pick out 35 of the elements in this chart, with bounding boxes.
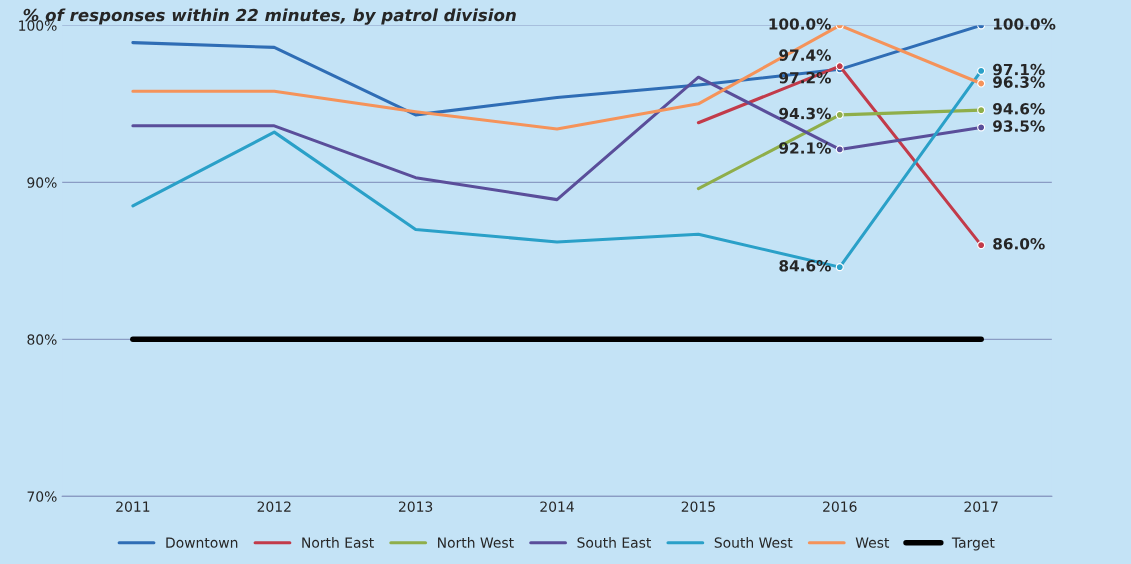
y-tick-label: 70% [27,491,57,502]
x-tick-label: 2011 [116,501,150,512]
x-tick-label: 2016 [823,501,857,512]
legend-label: South East [577,537,651,548]
legend-label: South West [714,537,793,548]
point [977,241,986,250]
legend-label: North West [438,537,514,548]
data-label: 100.0% [993,18,1056,30]
data-label: 84.6% [779,260,831,272]
point [977,66,986,75]
y-tick-label: 90% [27,177,57,188]
x-tick-label: 2014 [540,501,574,512]
data-label: 86.0% [993,238,1045,250]
data-label: 94.3% [779,107,831,120]
point [977,106,986,115]
x-tick-label: 2015 [681,501,715,512]
data-label: 96.3% [993,76,1045,88]
y-tick-label: 80% [27,334,57,345]
point [835,263,844,272]
point [977,79,986,88]
legend-label: North East [302,537,374,548]
point [835,110,844,119]
data-label: 100.0% [769,18,831,30]
x-tick-label: 2012 [257,501,291,512]
legend-label: Target [951,537,995,551]
point [835,145,844,154]
legend-label: West [855,537,890,548]
data-label: 92.1% [779,142,831,154]
x-tick-label: 2017 [964,501,998,512]
data-label: 93.5% [993,120,1045,132]
data-label: 97.1% [993,63,1045,76]
legend-label: Downtown [166,537,238,548]
x-tick-label: 2013 [398,501,433,512]
data-label: 94.6% [993,103,1045,115]
point [977,123,986,132]
